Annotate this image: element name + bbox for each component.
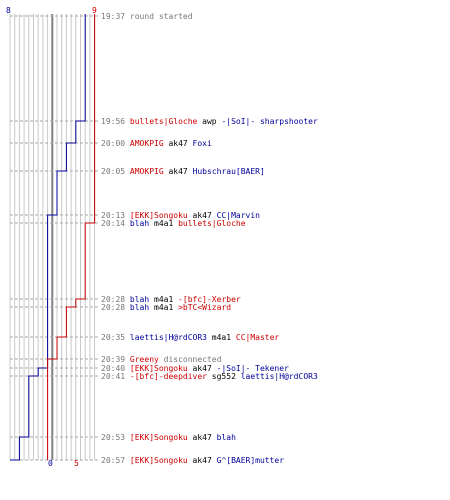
event-text-part: laettis|H@rdCOR3 (241, 372, 318, 381)
event-row: 20:41 -[bfc]-deepdiver sg552 laettis|H@r… (101, 372, 318, 381)
event-text-part: -[bfc]-deepdiver (130, 372, 207, 381)
event-row: 19:37 round started (101, 12, 193, 21)
event-text-part: ak47 (164, 139, 193, 148)
event-text-part: laettis|H@rdCOR3 (130, 333, 207, 342)
event-dash-lines (10, 15, 100, 461)
event-log: 19:37 round started 19:56 bullets|Gloche … (101, 12, 318, 465)
event-time: 20:53 (101, 433, 125, 442)
event-row: 20:35 laettis|H@rdCOR3 m4a1 CC|Master (101, 333, 279, 342)
event-text-part: blah (130, 295, 149, 304)
event-time: 20:40 (101, 364, 125, 373)
blue-team-count-line (10, 14, 86, 461)
event-row: 20:05 AMOKPIG ak47 Hubschrau[BAER] (101, 167, 265, 176)
event-text-part: -[bfc]-Xerber (178, 295, 241, 304)
event-text-part: [EKK]Songoku (130, 211, 188, 220)
event-text-part: m4a1 (149, 303, 178, 312)
event-time: 19:56 (101, 117, 125, 126)
event-text-part: [EKK]Songoku (130, 456, 188, 465)
event-text-part: blah (217, 433, 236, 442)
event-time: 20:35 (101, 333, 125, 342)
event-text-part: bullets|Gloche (130, 117, 198, 126)
event-text-part: bullets|Gloche (178, 219, 246, 228)
event-row: 20:13 [EKK]Songoku ak47 CC|Marvin (101, 211, 260, 220)
event-time: 20:57 (101, 456, 125, 465)
grid-lines (9, 14, 96, 460)
event-text-part: ak47 (188, 364, 217, 373)
event-time: 20:39 (101, 355, 125, 364)
blue-end-count-label: 0 (48, 459, 53, 468)
event-row: 20:00 AMOKPIG ak47 Foxi (101, 139, 212, 148)
red-start-count-label: 9 (92, 6, 97, 15)
event-text-part: m4a1 (149, 295, 178, 304)
event-text-part: AMOKPIG (130, 139, 164, 148)
event-text-part: round started (130, 12, 193, 21)
event-time: 20:41 (101, 372, 125, 381)
event-text-part: blah (130, 219, 149, 228)
event-time: 19:37 (101, 12, 125, 21)
event-text-part: ak47 (164, 167, 193, 176)
event-text-part: sg552 (207, 372, 241, 381)
event-row: 19:56 bullets|Gloche awp -|SoI|- sharpsh… (101, 117, 318, 126)
event-text-part: blah (130, 303, 149, 312)
event-text-part: >bTC<Wizard (178, 303, 231, 312)
event-time: 20:28 (101, 295, 125, 304)
event-text-part: ak47 (188, 211, 217, 220)
event-time: 20:05 (101, 167, 125, 176)
event-text-part: disconnected (159, 355, 222, 364)
event-text-part: CC|Marvin (217, 211, 261, 220)
event-text-part: -|SoI|- Tekener (217, 364, 289, 373)
event-row: 20:53 [EKK]Songoku ak47 blah (101, 433, 236, 442)
event-text-part: Foxi (193, 139, 212, 148)
event-text-part: ak47 (188, 456, 217, 465)
event-row: 20:14 blah m4a1 bullets|Gloche (101, 219, 246, 228)
event-row: 20:39 Greeny disconnected (101, 355, 222, 364)
event-text-part: m4a1 (207, 333, 236, 342)
event-row: 20:28 blah m4a1 >bTC<Wizard (101, 303, 231, 312)
red-team-count-line (47, 14, 96, 460)
event-text-part: [EKK]Songoku (130, 433, 188, 442)
event-text-part: awp (197, 117, 221, 126)
event-time: 20:13 (101, 211, 125, 220)
event-text-part: G^[BAER]mutter (217, 456, 285, 465)
event-text-part: Hubschrau[BAER] (193, 167, 265, 176)
event-text-part: AMOKPIG (130, 167, 164, 176)
blue-start-count-label: 8 (6, 6, 11, 15)
event-text-part: ak47 (188, 433, 217, 442)
event-time: 20:00 (101, 139, 125, 148)
event-row: 20:40 [EKK]Songoku ak47 -|SoI|- Tekener (101, 364, 289, 373)
event-row: 20:57 [EKK]Songoku ak47 G^[BAER]mutter (101, 456, 284, 465)
event-time: 20:28 (101, 303, 125, 312)
event-text-part: Greeny (130, 355, 159, 364)
event-text-part: CC|Master (236, 333, 280, 342)
event-row: 20:28 blah m4a1 -[bfc]-Xerber (101, 295, 241, 304)
event-text-part: m4a1 (149, 219, 178, 228)
event-text-part: -|SoI|- sharpshooter (221, 117, 318, 126)
event-text-part: [EKK]Songoku (130, 364, 188, 373)
red-end-count-label: 5 (74, 459, 79, 468)
event-time: 20:14 (101, 219, 125, 228)
